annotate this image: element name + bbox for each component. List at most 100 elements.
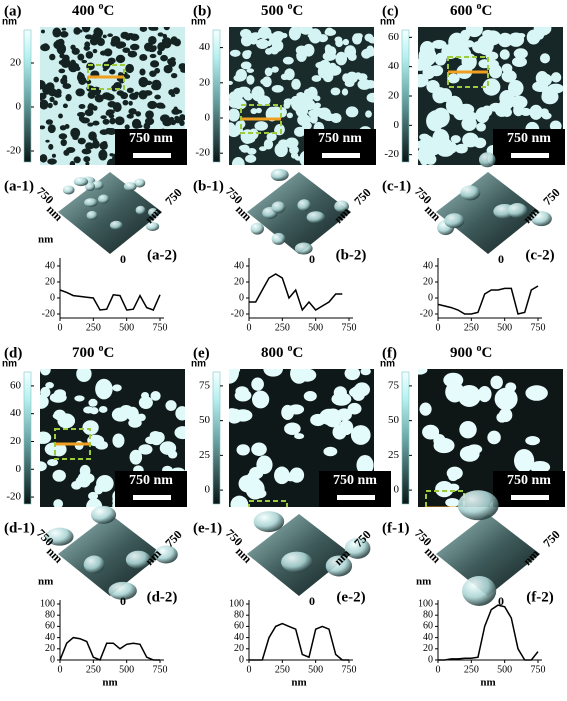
colorbar-tick-label: 0 (16, 101, 22, 113)
afm-grain (171, 108, 181, 115)
y-axis-label: nm (416, 576, 431, 588)
surface-grain (444, 213, 465, 229)
unit: C (293, 345, 304, 361)
colorbar-tick-label: -20 (6, 145, 21, 157)
scale-bar-bg (115, 129, 187, 165)
afm-grain (418, 369, 428, 375)
afm-grain (368, 94, 374, 102)
panel-label: (f) (382, 345, 397, 361)
y-tick-label: 60 (234, 621, 244, 632)
afm-grain (57, 38, 65, 46)
afm-grain (511, 56, 527, 68)
afm-grain (40, 92, 47, 100)
afm-grain (84, 109, 94, 117)
surface-origin: 0 (309, 594, 315, 608)
afm-grain (85, 51, 94, 59)
afm-grain (59, 30, 69, 38)
colorbar (23, 371, 32, 505)
afm-grain (80, 117, 90, 124)
afm-grain (159, 104, 166, 109)
afm-grain (253, 89, 262, 98)
scale-bar-bg (493, 471, 565, 507)
afm-grain (127, 50, 138, 58)
afm-grain (475, 107, 490, 124)
afm-grain (513, 448, 535, 473)
afm-grain (487, 430, 501, 445)
x-tick-label: 0 (247, 664, 252, 675)
surface-origin: 0 (120, 594, 126, 608)
afm-grain (271, 84, 284, 93)
afm-grain (264, 67, 273, 77)
afm-grain (499, 97, 513, 111)
afm-grain (88, 491, 99, 501)
scale-bar (133, 153, 171, 158)
unit: C (482, 345, 493, 361)
afm-grain (314, 102, 321, 108)
afm-grain (229, 108, 240, 122)
afm-grain (40, 80, 46, 90)
colorbar-unit: nm (2, 359, 17, 370)
afm-grain (476, 122, 486, 132)
afm-grain (52, 27, 62, 38)
panel-title: 800 oC (261, 343, 303, 361)
afm-grain (284, 68, 295, 81)
surface-grain (457, 490, 499, 521)
surface-origin: 0 (498, 252, 504, 266)
afm-grain (49, 53, 56, 61)
afm-grain (69, 160, 76, 165)
afm-grain (550, 72, 562, 83)
y-tick-label: 0 (50, 654, 55, 665)
profile-curve (438, 604, 539, 661)
afm-grain (70, 44, 76, 50)
afm-grain (366, 45, 374, 55)
scale-bar (322, 153, 360, 158)
y-tick-label: 40 (234, 632, 244, 643)
colorbar (401, 29, 410, 163)
afm-grain (419, 133, 430, 141)
degree: o (288, 1, 293, 12)
afm-grain (98, 406, 108, 413)
panel-label: (c) (382, 3, 399, 19)
afm-grain (422, 424, 440, 440)
afm-grain (40, 394, 49, 409)
afm-grain (419, 402, 432, 416)
profile-label: (b-2) (336, 247, 367, 263)
surface-grain (478, 152, 496, 168)
profile-label: (a-2) (147, 247, 177, 263)
afm-grain (274, 142, 288, 158)
afm-grain (53, 93, 62, 98)
afm-grain (263, 369, 283, 377)
afm-grain (85, 161, 90, 165)
x-tick-label: 750 (342, 664, 357, 675)
afm-image (229, 369, 374, 507)
afm-grain (330, 87, 341, 96)
afm-grain (41, 43, 50, 51)
temperature: 800 (261, 345, 284, 361)
x-tick-label: 500 (497, 664, 512, 675)
roi-box (425, 490, 465, 507)
afm-grain (157, 49, 163, 56)
afm-grain (313, 95, 321, 102)
x-tick-label: 250 (275, 664, 290, 675)
afm-grain (109, 69, 116, 75)
y-tick-label: 20 (45, 276, 55, 287)
afm-grain (74, 395, 85, 402)
unit: C (293, 3, 304, 19)
surface-label: (a-1) (4, 178, 34, 194)
afm-grain (107, 33, 113, 38)
colorbar-tick-label: 0 (394, 484, 400, 496)
afm-grain (236, 444, 250, 456)
afm-grain (109, 153, 114, 157)
colorbar-tick-label: -20 (384, 148, 399, 160)
afm-grain (115, 54, 126, 64)
afm-grain (101, 152, 106, 155)
afm-grain (229, 369, 240, 384)
afm-grain (322, 70, 334, 83)
x-axis-label: nm (480, 677, 495, 689)
afm-grain (368, 37, 374, 44)
surface-label: (f-1) (382, 520, 409, 536)
afm-grain (47, 124, 56, 134)
colorbar-tick-label: 0 (205, 484, 211, 496)
surface-grain (294, 242, 313, 255)
